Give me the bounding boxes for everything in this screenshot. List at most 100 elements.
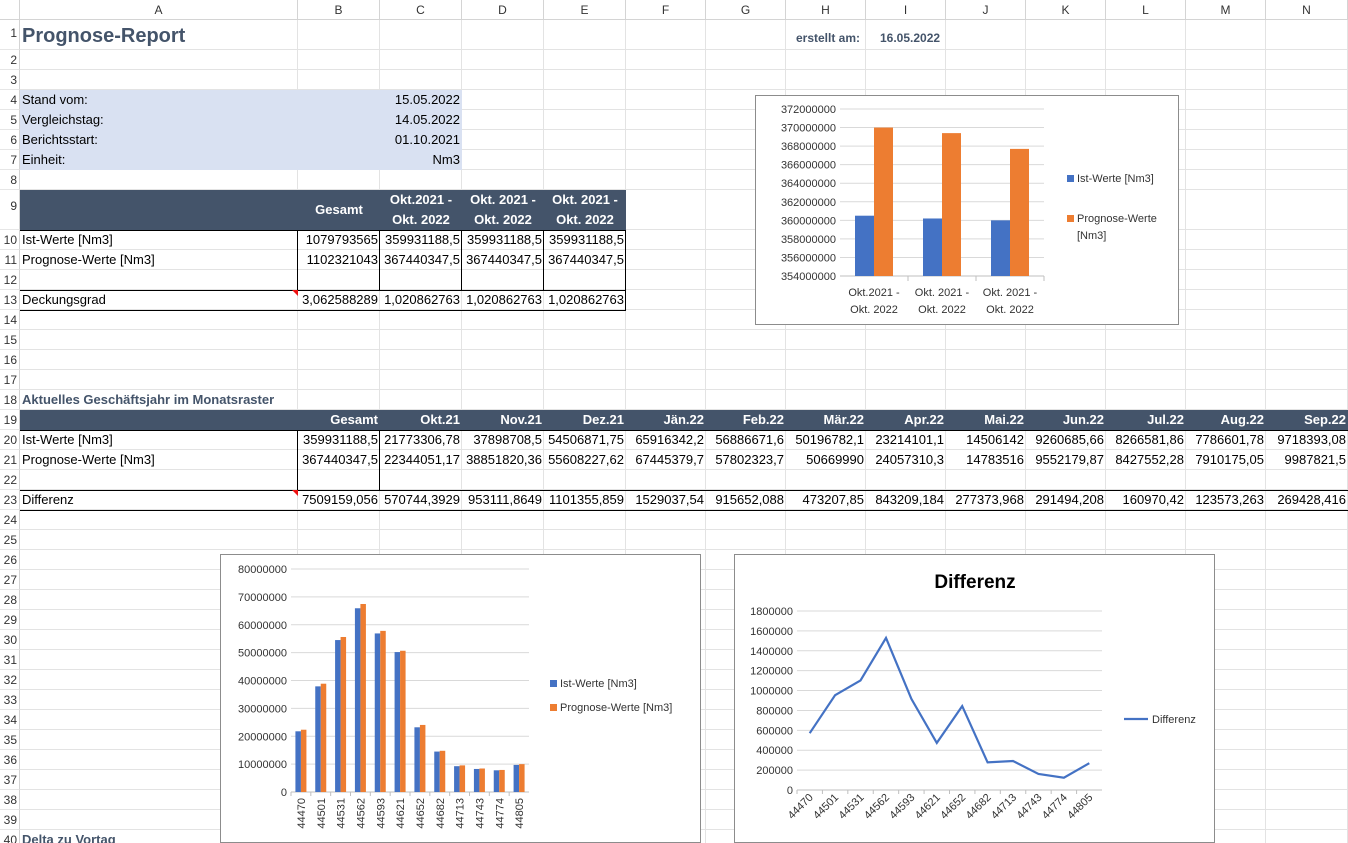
column-header-f[interactable]: F [626,0,706,20]
monthly-value[interactable]: 8266581,86 [1115,432,1184,447]
monthly-header[interactable]: Sep.22 [1304,412,1346,427]
row-header-17[interactable]: 17 [0,370,20,390]
row-header-13[interactable]: 13 [0,290,20,310]
monthly-value[interactable]: 9987821,5 [1284,452,1346,467]
row-header-6[interactable]: 6 [0,130,20,150]
row-header-12[interactable]: 12 [0,270,20,290]
row-header-2[interactable]: 2 [0,50,20,70]
summary-row-label[interactable]: Prognose-Werte [Nm3] [22,252,155,267]
row-header-32[interactable]: 32 [0,670,20,690]
monthly-header[interactable]: Mär.22 [823,412,864,427]
monthly-header[interactable]: Gesamt [330,412,378,427]
created-value[interactable]: 16.05.2022 [880,31,941,45]
monthly-value[interactable]: 24057310,3 [875,452,944,467]
row-header-23[interactable]: 23 [0,490,20,510]
delta-section-title[interactable]: Delta zu Vortag [22,832,116,843]
difference-value[interactable]: 291494,208 [1035,492,1104,507]
difference-value[interactable]: 570744,3929 [384,492,460,507]
row-header-4[interactable]: 4 [0,90,20,110]
monthly-header[interactable]: Jän.22 [663,412,704,427]
row-header-34[interactable]: 34 [0,710,20,730]
created-label[interactable]: erstellt am: [795,31,860,45]
difference-value[interactable]: 1529037,54 [635,492,704,507]
summary-header-period-end[interactable]: Okt. 2022 [392,212,450,227]
difference-value[interactable]: 123573,263 [1195,492,1264,507]
monthly-value[interactable]: 9552179,87 [1035,452,1104,467]
row-header-29[interactable]: 29 [0,610,20,630]
summary-row-label[interactable]: Ist-Werte [Nm3] [22,232,113,247]
summary-header-total[interactable]: Gesamt [315,202,363,217]
meta-value[interactable]: 15.05.2022 [394,92,460,107]
difference-value[interactable]: 843209,184 [875,492,944,507]
monthly-value[interactable]: 9718393,08 [1277,432,1346,447]
row-header-1[interactable]: 1 [0,20,20,50]
row-header-33[interactable]: 33 [0,690,20,710]
row-header-11[interactable]: 11 [0,250,20,270]
difference-value[interactable]: 7509159,056 [302,492,378,507]
monthly-value[interactable]: 23214101,1 [875,432,944,447]
column-header-d[interactable]: D [462,0,544,20]
column-header-e[interactable]: E [544,0,626,20]
monthly-value[interactable]: 38851820,36 [466,452,542,467]
summary-value[interactable]: 367440347,5 [466,252,542,267]
monthly-header[interactable]: Nov.21 [500,412,542,427]
row-header-22[interactable]: 22 [0,470,20,490]
coverage-value[interactable]: 1,020862763 [466,292,542,307]
row-header-18[interactable]: 18 [0,390,20,410]
row-header-14[interactable]: 14 [0,310,20,330]
meta-label[interactable]: Vergleichstag: [22,112,104,127]
row-header-5[interactable]: 5 [0,110,20,130]
monthly-value[interactable]: 37898708,5 [473,432,542,447]
monthly-value[interactable]: 14783516 [966,452,1024,467]
coverage-value[interactable]: 1,020862763 [548,292,624,307]
row-header-25[interactable]: 25 [0,530,20,550]
monthly-value[interactable]: 367440347,5 [302,452,378,467]
row-header-31[interactable]: 31 [0,650,20,670]
row-header-35[interactable]: 35 [0,730,20,750]
row-header-28[interactable]: 28 [0,590,20,610]
column-header-g[interactable]: G [706,0,786,20]
row-header-20[interactable]: 20 [0,430,20,450]
difference-value[interactable]: 160970,42 [1122,492,1184,507]
monthly-value[interactable]: 67445379,7 [635,452,704,467]
summary-header-period-end[interactable]: Okt. 2022 [474,212,532,227]
difference-value[interactable]: 953111,8649 [468,492,542,507]
summary-header-period-end[interactable]: Okt. 2022 [556,212,614,227]
monthly-header[interactable]: Feb.22 [742,412,784,427]
column-header-l[interactable]: L [1106,0,1186,20]
monthly-value[interactable]: 54506871,75 [548,432,624,447]
summary-value[interactable]: 1079793565 [305,232,378,247]
meta-value[interactable]: Nm3 [432,152,460,167]
monthly-value[interactable]: 359931188,5 [303,432,378,447]
summary-value[interactable]: 367440347,5 [384,252,460,267]
meta-value[interactable]: 01.10.2021 [394,132,460,147]
column-header-b[interactable]: B [298,0,380,20]
summary-header-period[interactable]: Okt.2021 - [389,192,453,207]
row-header-8[interactable]: 8 [0,170,20,190]
column-header-c[interactable]: C [380,0,462,20]
monthly-header[interactable]: Okt.21 [420,412,460,427]
difference-value[interactable]: 269428,416 [1277,492,1346,507]
row-header-24[interactable]: 24 [0,510,20,530]
monthly-value[interactable]: 56886671,6 [715,432,784,447]
corner-select-all[interactable] [0,0,20,20]
column-header-m[interactable]: M [1186,0,1266,20]
row-header-37[interactable]: 37 [0,770,20,790]
row-header-27[interactable]: 27 [0,570,20,590]
row-header-21[interactable]: 21 [0,450,20,470]
summary-value[interactable]: 359931188,5 [549,232,624,247]
difference-value[interactable]: 473207,85 [802,492,864,507]
monthly-value[interactable]: 9260685,66 [1035,432,1104,447]
row-header-26[interactable]: 26 [0,550,20,570]
coverage-label[interactable]: Deckungsgrad [22,292,106,307]
meta-label[interactable]: Stand vom: [22,92,88,107]
row-header-36[interactable]: 36 [0,750,20,770]
summary-header-period[interactable]: Okt. 2021 - [470,192,536,207]
meta-label[interactable]: Berichtsstart: [22,132,98,147]
column-header-j[interactable]: J [946,0,1026,20]
row-header-10[interactable]: 10 [0,230,20,250]
monthly-value[interactable]: 7910175,05 [1195,452,1264,467]
monthly-value[interactable]: 57802323,7 [715,452,784,467]
column-header-n[interactable]: N [1266,0,1348,20]
difference-line-chart[interactable]: Differenz 1800000 1600000 1400000 1200000 100… [734,554,1215,843]
